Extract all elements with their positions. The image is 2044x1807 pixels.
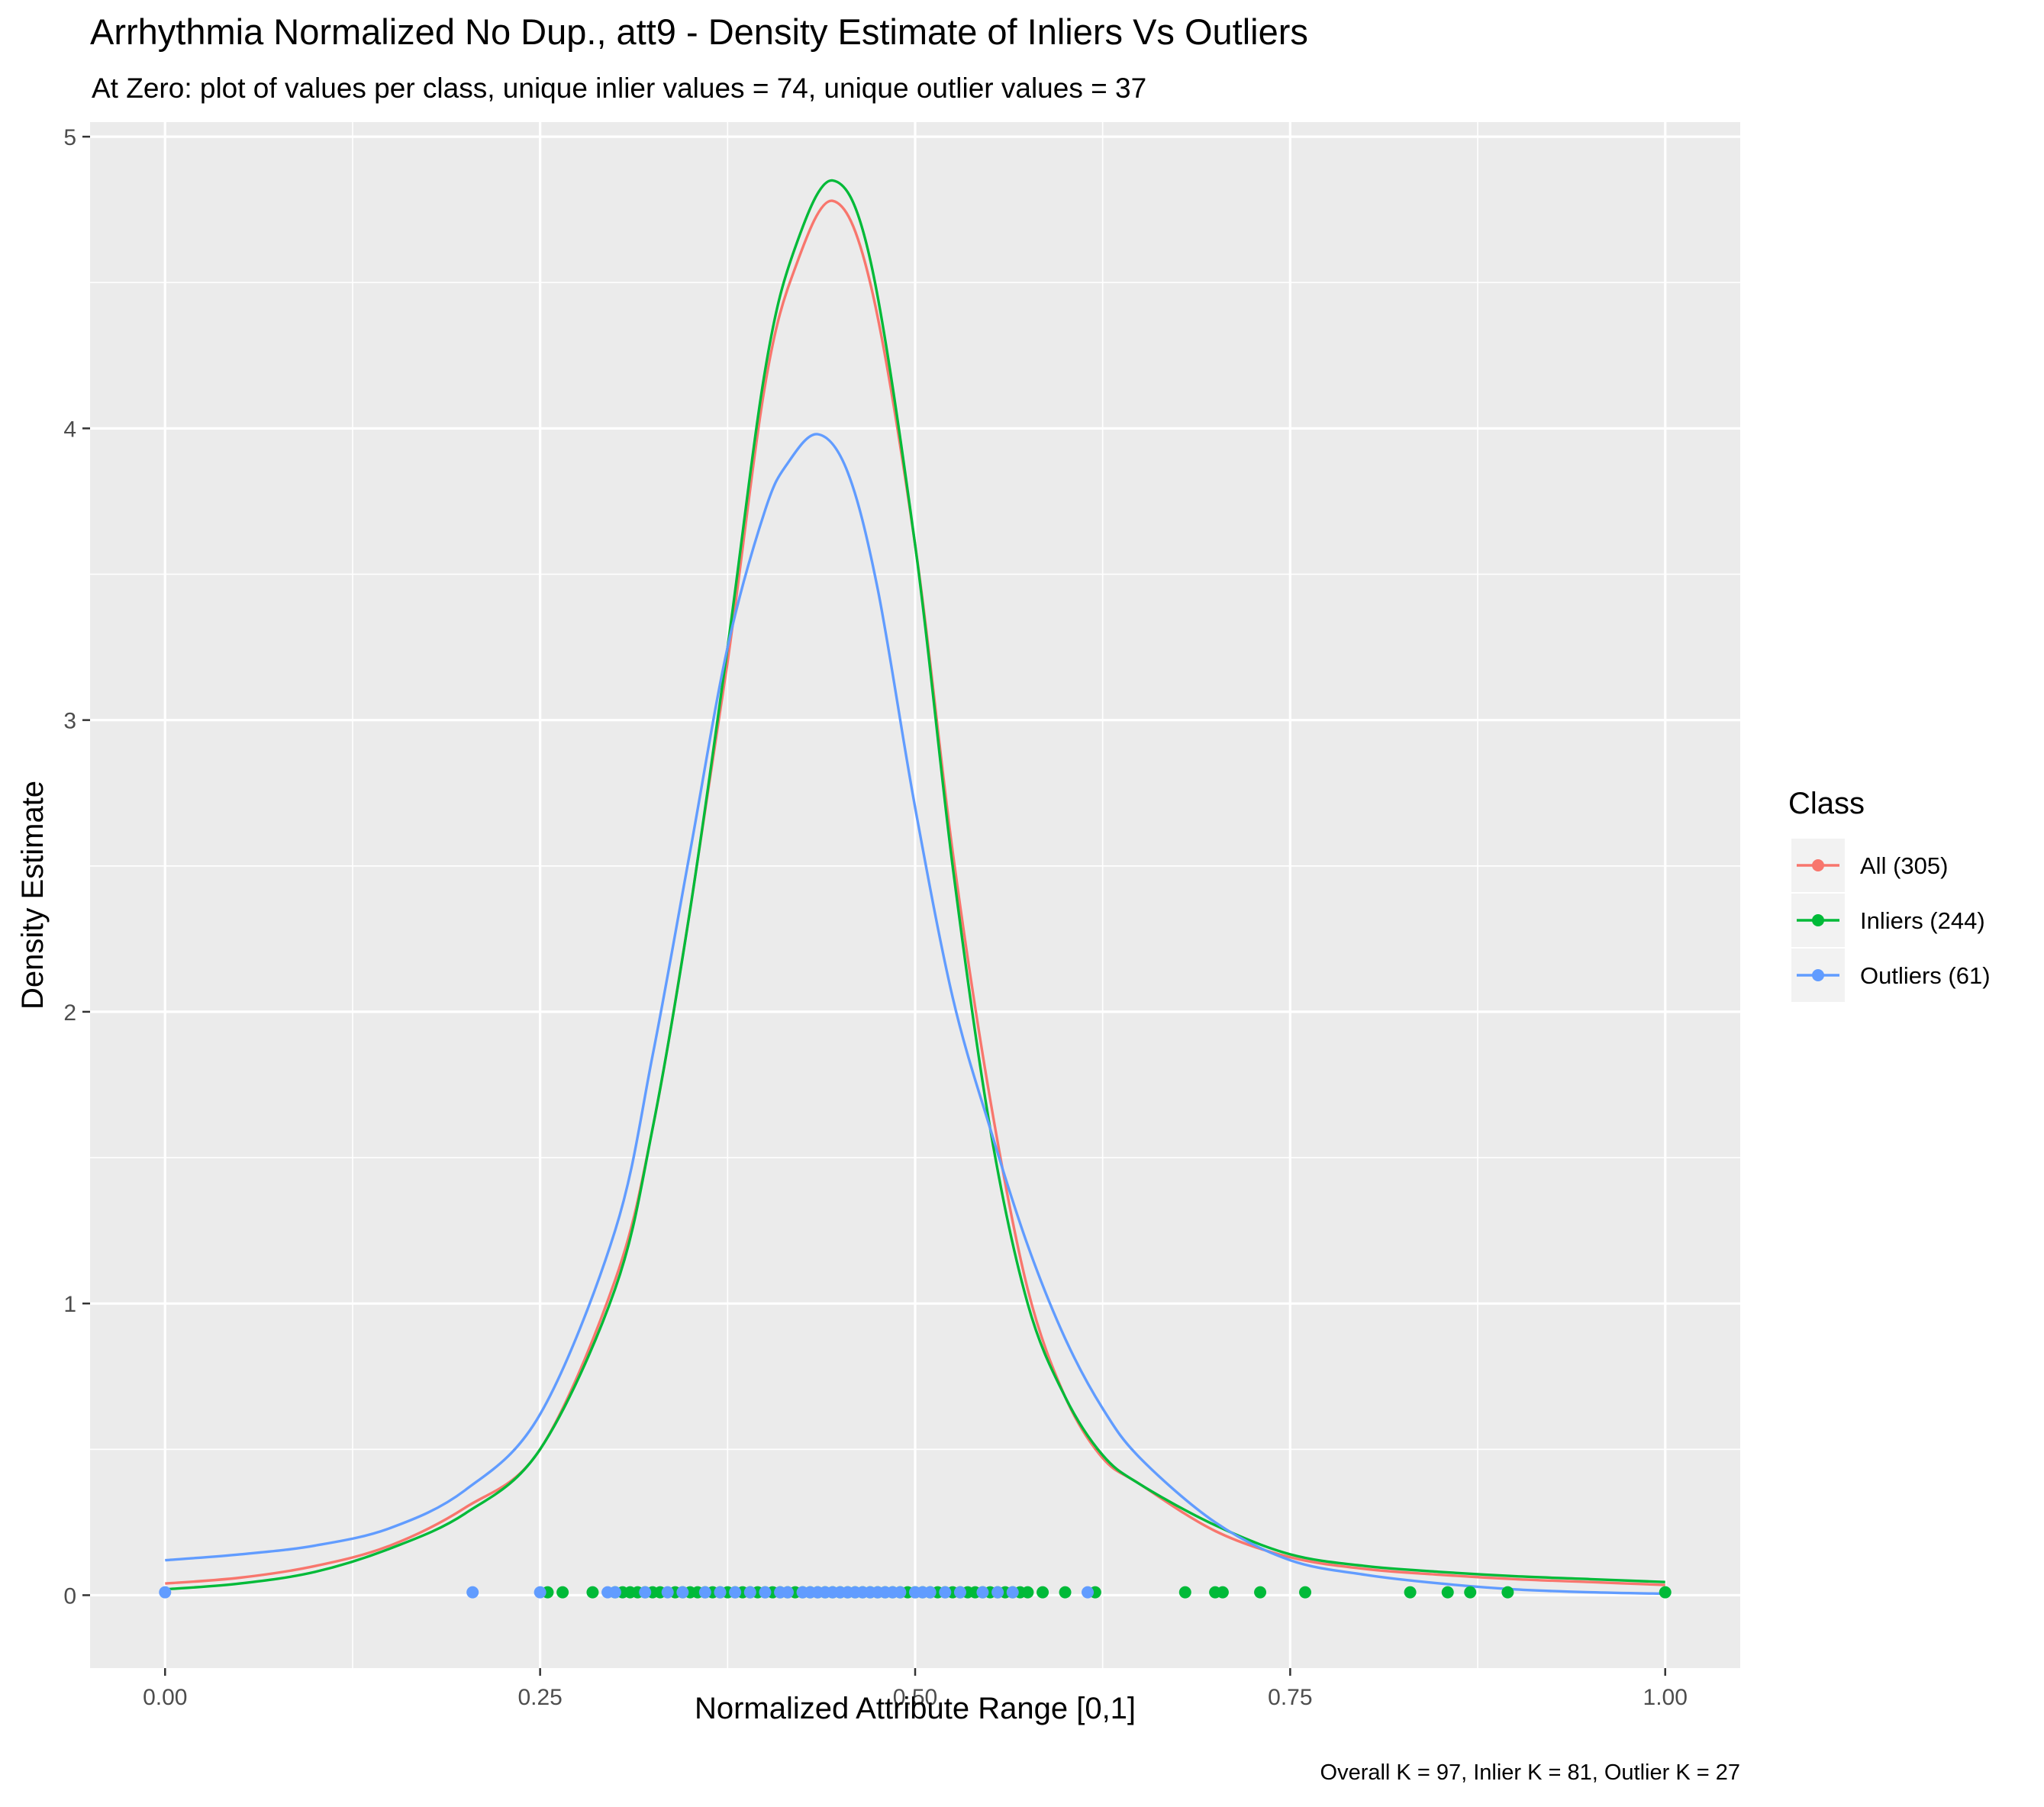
outlier-point: [729, 1586, 742, 1599]
outlier-point: [953, 1586, 966, 1599]
legend-key-all-point: [1812, 859, 1824, 871]
inlier-point: [1501, 1586, 1514, 1599]
y-tick-label: 1: [63, 1292, 76, 1317]
y-tick-label: 5: [63, 125, 76, 150]
outlier-point: [676, 1586, 689, 1599]
outlier-point: [639, 1586, 652, 1599]
inlier-point: [1216, 1586, 1229, 1599]
y-tick-label: 0: [63, 1583, 76, 1609]
legend-title: Class: [1788, 787, 1865, 820]
y-tick-label: 4: [63, 417, 76, 442]
inlier-point: [556, 1586, 569, 1599]
outlier-point: [743, 1586, 756, 1599]
chart-caption: Overall K = 97, Inlier K = 81, Outlier K…: [1320, 1760, 1740, 1785]
outlier-point: [714, 1586, 727, 1599]
chart-subtitle: At Zero: plot of values per class, uniqu…: [92, 72, 1146, 104]
y-axis-title: Density Estimate: [16, 781, 50, 1010]
inlier-point: [1178, 1586, 1191, 1599]
legend-key-outliers-point: [1812, 969, 1824, 981]
x-tick-label: 0.25: [517, 1685, 562, 1710]
x-axis-title: Normalized Attribute Range [0,1]: [695, 1692, 1136, 1725]
inlier-point: [1299, 1586, 1312, 1599]
inlier-point: [1254, 1586, 1267, 1599]
outlier-point: [1082, 1586, 1095, 1599]
inlier-point: [1464, 1586, 1477, 1599]
x-tick-label: 0.00: [143, 1685, 187, 1710]
outlier-point: [939, 1586, 952, 1599]
outlier-point: [159, 1586, 172, 1599]
legend-label-all: All (305): [1860, 852, 1948, 879]
inlier-point: [1441, 1586, 1454, 1599]
y-tick-label: 3: [63, 709, 76, 734]
x-tick-label: 0.50: [893, 1685, 937, 1710]
outlier-point: [1006, 1586, 1019, 1599]
inlier-point: [1059, 1586, 1072, 1599]
outlier-point: [466, 1586, 479, 1599]
outlier-point: [894, 1586, 907, 1599]
outliers-density-line: [165, 433, 1665, 1596]
outlier-point: [534, 1586, 546, 1599]
rug-points: [159, 1586, 1672, 1599]
inlier-point: [1037, 1586, 1049, 1599]
outlier-point: [759, 1586, 772, 1599]
x-tick-label: 0.75: [1268, 1685, 1312, 1710]
density-lines: [165, 179, 1665, 1596]
inlier-point: [1404, 1586, 1417, 1599]
outlier-point: [991, 1586, 1004, 1599]
x-tick-label: 1.00: [1643, 1685, 1688, 1710]
inlier-point: [1659, 1586, 1672, 1599]
legend-key-inliers-point: [1812, 914, 1824, 926]
legend: Class All (305) Inliers (244) Outliers (61…: [1788, 787, 1991, 1002]
outlier-point: [976, 1586, 989, 1599]
chart-title: Arrhythmia Normalized No Dup., att9 - De…: [90, 11, 1308, 52]
outlier-point: [781, 1586, 794, 1599]
outlier-point: [661, 1586, 674, 1599]
legend-label-inliers: Inliers (244): [1860, 907, 1985, 934]
inlier-point: [1021, 1586, 1034, 1599]
outlier-point: [924, 1586, 937, 1599]
outlier-point: [698, 1586, 711, 1599]
legend-keys: All (305) Inliers (244) Outliers (61): [1791, 839, 1991, 1002]
outlier-point: [608, 1586, 621, 1599]
y-tick-label: 2: [63, 1000, 76, 1026]
legend-label-outliers: Outliers (61): [1860, 962, 1991, 989]
axis-ticks: 0.00 0.25 0.50 0.75 1.00 0 1 2 3 4 5: [63, 125, 1688, 1710]
inlier-point: [586, 1586, 599, 1599]
